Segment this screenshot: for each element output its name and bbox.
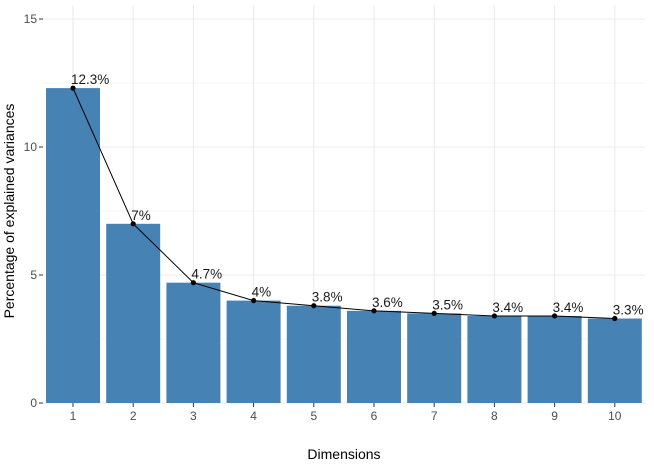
trend-point-3 (190, 280, 196, 286)
bar-dimension-7 (407, 313, 462, 403)
x-tick-label: 8 (491, 409, 498, 423)
data-label-10: 3.3% (613, 303, 644, 318)
trend-point-5 (311, 303, 317, 309)
bar-dimension-4 (226, 300, 281, 403)
data-label-1: 12.3% (71, 72, 109, 87)
data-label-8: 3.4% (492, 300, 523, 315)
y-axis-title: Percentage of explained variances (1, 104, 17, 319)
trend-point-2 (130, 221, 136, 227)
x-tick-label: 6 (371, 409, 378, 423)
x-tick-label: 7 (431, 409, 438, 423)
y-tick-label: 5 (30, 268, 37, 282)
x-tick-label: 3 (190, 409, 197, 423)
x-tick-label: 1 (70, 409, 77, 423)
trend-point-6 (371, 308, 377, 314)
bars (46, 88, 642, 404)
bar-dimension-9 (527, 315, 582, 403)
x-tick-label: 2 (130, 409, 137, 423)
trend-point-4 (251, 298, 257, 304)
trend-point-8 (491, 313, 497, 319)
trend-point-9 (552, 313, 558, 319)
data-label-3: 4.7% (191, 267, 222, 282)
y-tick-label: 0 (30, 396, 37, 410)
x-axis-title: Dimensions (307, 446, 380, 462)
bar-dimension-3 (166, 282, 221, 403)
bar-dimension-8 (467, 315, 522, 403)
data-label-5: 3.8% (312, 290, 343, 305)
trend-point-1 (70, 85, 76, 91)
bar-dimension-6 (347, 310, 401, 403)
bar-dimension-5 (286, 305, 341, 403)
x-tick-label: 9 (551, 409, 558, 423)
trend-polyline (72, 87, 615, 320)
bar-dimension-2 (106, 223, 161, 403)
y-tick-label: 10 (24, 140, 38, 154)
data-label-4: 4% (252, 285, 272, 300)
bar-dimension-1 (46, 88, 100, 404)
x-tick-label: 5 (310, 409, 317, 423)
data-labels: 12.3% 7% 4.7% 4% 3.8% 3.6% 3.5% 3.4% 3.4% 3.3% (71, 72, 644, 317)
axes: 0 5 10 15 1 2 3 4 5 6 7 8 9 10 (24, 12, 622, 423)
y-tick-label: 15 (24, 12, 38, 26)
data-label-7: 3.5% (432, 297, 463, 312)
bar-dimension-10 (587, 318, 642, 403)
trend-point-10 (612, 315, 618, 322)
trend-point-7 (431, 310, 437, 316)
x-tick-label: 10 (608, 409, 622, 423)
data-label-6: 3.6% (372, 295, 403, 310)
data-label-2: 7% (131, 208, 151, 223)
data-label-9: 3.4% (553, 300, 584, 315)
x-tick-label: 4 (250, 409, 257, 423)
trend-line (70, 85, 618, 322)
